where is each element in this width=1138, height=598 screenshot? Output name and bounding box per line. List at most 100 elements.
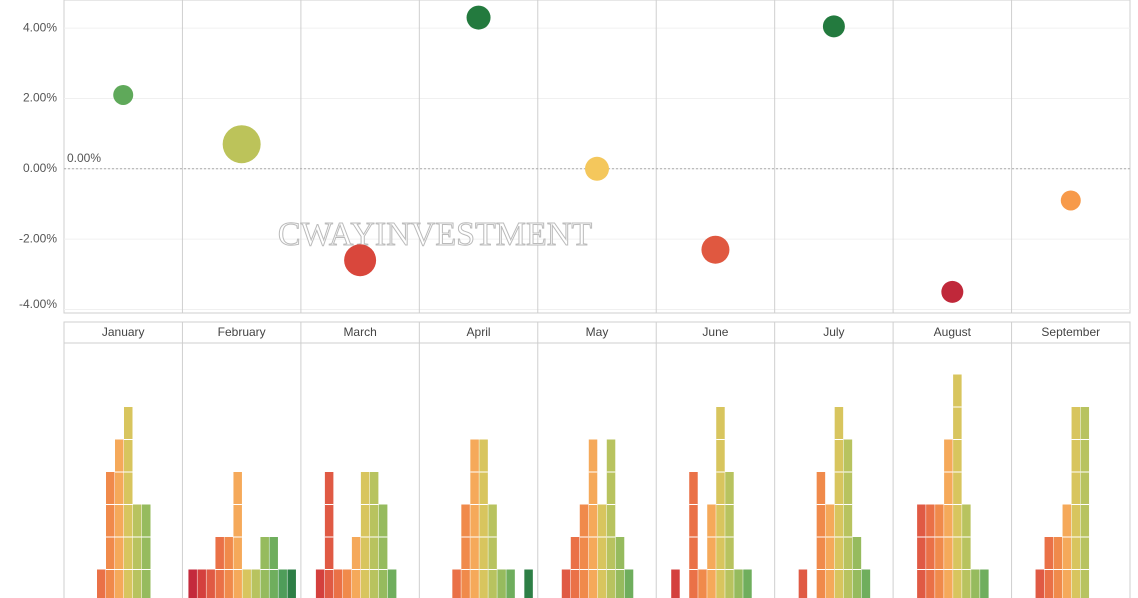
histogram-bar	[1080, 407, 1090, 598]
histogram-bar	[698, 569, 707, 598]
histogram-bar	[452, 569, 461, 598]
histogram-bar	[124, 407, 133, 598]
histogram-bar	[707, 504, 716, 598]
histogram-bar	[816, 472, 826, 598]
month-header: June	[702, 325, 728, 339]
month-header: April	[467, 325, 491, 339]
histogram-bar	[798, 569, 808, 598]
histogram-bar	[926, 504, 935, 598]
histogram-bar	[971, 569, 980, 598]
month-header: May	[586, 325, 609, 339]
histogram-bar	[843, 439, 853, 598]
month-header: September	[1041, 325, 1100, 339]
histogram-bar	[716, 407, 725, 598]
histogram-bar	[106, 472, 115, 598]
histogram-bar	[671, 569, 680, 598]
reference-label: 0.00%	[67, 151, 101, 165]
histogram-bar	[470, 439, 479, 598]
bubble	[701, 235, 730, 264]
histogram-bar	[570, 537, 580, 598]
histogram-bar	[488, 504, 497, 598]
histogram-bar	[588, 439, 598, 598]
histogram-bar	[935, 504, 944, 598]
histogram-bar	[606, 439, 616, 598]
histogram-bar	[479, 439, 488, 598]
bubble	[585, 156, 609, 181]
histogram-bar	[561, 569, 571, 598]
histogram-bar	[461, 504, 470, 598]
histogram-bar	[962, 504, 971, 598]
histogram-bar	[624, 569, 634, 598]
bubble	[466, 5, 491, 30]
histogram-bar	[725, 472, 734, 598]
histogram-bar	[115, 439, 124, 598]
histogram-bar	[387, 569, 397, 598]
histogram-bar	[1062, 504, 1072, 598]
histogram-bar	[861, 569, 871, 598]
histogram-bar	[734, 569, 743, 598]
histogram-bar	[278, 569, 287, 598]
histogram-bar	[188, 569, 197, 598]
histogram-bar	[351, 537, 361, 598]
histogram-bar	[287, 569, 296, 598]
y-tick-label: 4.00%	[23, 20, 57, 34]
histogram-bar	[953, 374, 962, 598]
bubble	[1060, 190, 1081, 211]
top-panel-frame	[63, 0, 1131, 314]
month-header: January	[102, 325, 145, 339]
histogram-bar	[980, 569, 989, 598]
month-header: August	[934, 325, 972, 339]
histogram-bar	[369, 472, 379, 598]
histogram-bar	[251, 569, 260, 598]
histogram-bar	[1071, 407, 1081, 598]
histogram-bar	[260, 537, 269, 598]
histogram-bar	[360, 472, 370, 598]
histogram-bar	[224, 537, 233, 598]
histogram-bar	[524, 569, 533, 598]
histogram-bar	[615, 537, 625, 598]
histogram-bar	[133, 504, 142, 598]
histogram-bar	[324, 472, 334, 598]
month-header: February	[218, 325, 266, 339]
histogram-bar	[378, 504, 388, 598]
histogram-bar	[1044, 537, 1054, 598]
bubble	[113, 84, 134, 105]
histogram-bar	[506, 569, 515, 598]
y-tick-label: 2.00%	[23, 91, 57, 105]
histogram-bar	[233, 472, 242, 598]
histogram-bar	[852, 537, 862, 598]
histogram-bar	[215, 537, 224, 598]
month-header: July	[823, 325, 844, 339]
histogram-bar	[579, 504, 589, 598]
histogram-bar	[497, 569, 506, 598]
y-tick-label: 0.00%	[23, 161, 57, 175]
bubble	[344, 244, 377, 277]
histogram-bar	[1053, 537, 1063, 598]
histogram-bar	[597, 504, 607, 598]
histogram-bar	[1035, 569, 1045, 598]
bubble	[941, 280, 964, 303]
histogram-bar	[315, 569, 325, 598]
histogram-bar	[197, 569, 206, 598]
watermark: CWAYINVESTMENT	[278, 216, 592, 253]
histogram-bar	[342, 569, 352, 598]
histogram-bar	[825, 504, 835, 598]
histogram-bar	[97, 569, 106, 598]
histogram-bar	[242, 569, 251, 598]
histogram-bar	[917, 504, 926, 598]
histogram-bar	[333, 569, 343, 598]
y-tick-label: -4.00%	[19, 297, 57, 311]
histogram-bar	[142, 504, 151, 598]
histogram-bar	[834, 407, 844, 598]
y-tick-label: -2.00%	[19, 231, 57, 245]
histogram-bar	[206, 569, 215, 598]
histogram-bar	[743, 569, 752, 598]
histogram-bar	[269, 537, 278, 598]
histogram-bar	[689, 472, 698, 598]
bottom-panel-frame	[63, 321, 1131, 598]
histogram-bar	[944, 439, 953, 598]
bubble	[222, 125, 261, 164]
bubble	[822, 15, 845, 38]
month-header: March	[343, 325, 376, 339]
